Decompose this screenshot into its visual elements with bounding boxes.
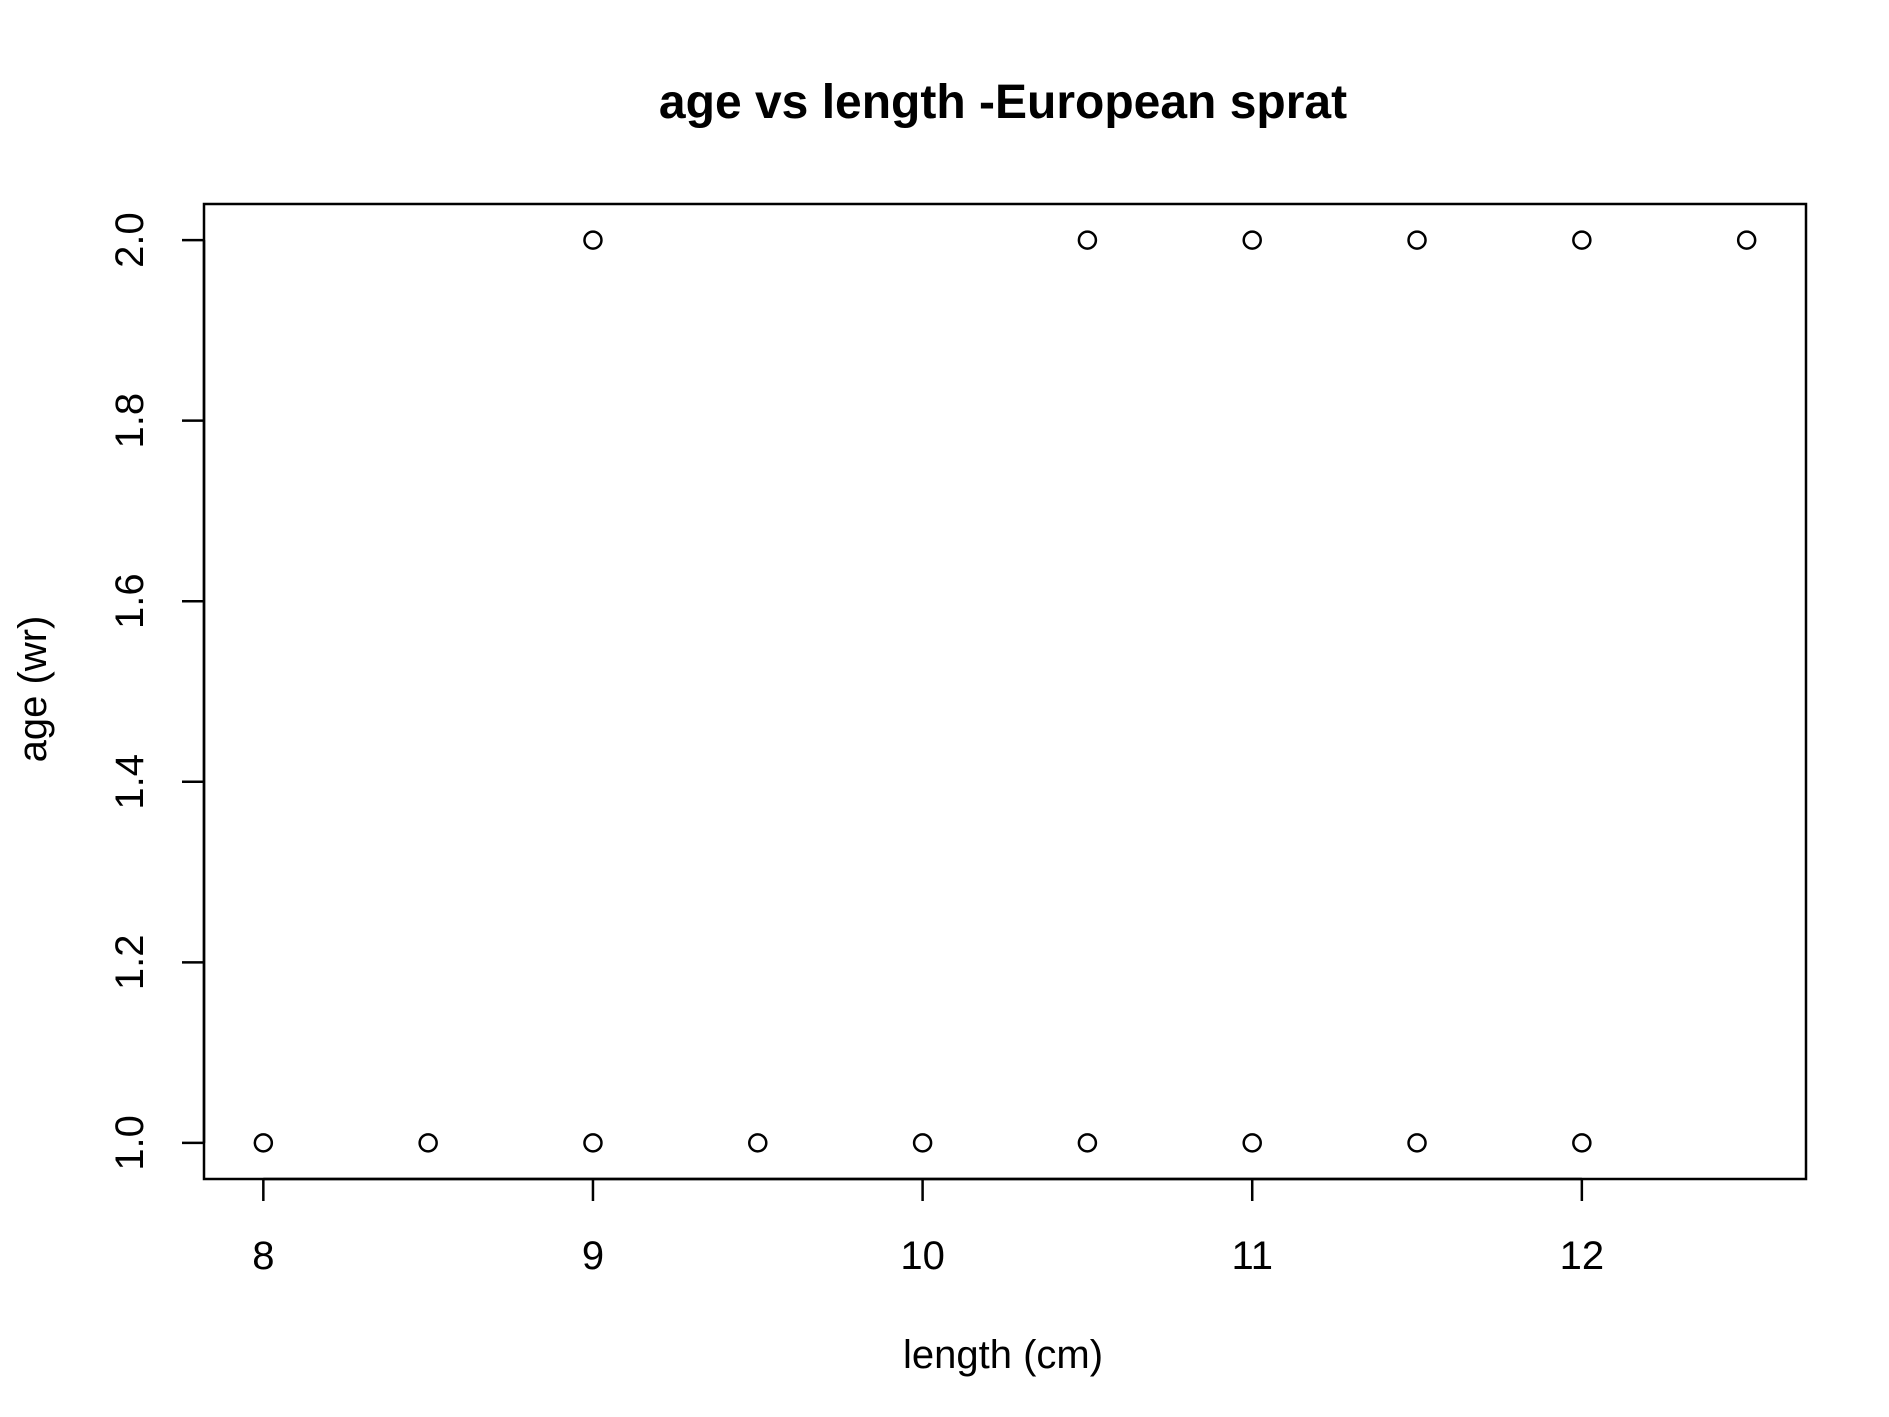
data-point bbox=[912, 1133, 933, 1153]
data-point bbox=[418, 1133, 438, 1153]
x-tick-label: 11 bbox=[1231, 1234, 1273, 1278]
data-point bbox=[1572, 230, 1592, 250]
x-axis: 8 9 10 11 12 bbox=[252, 1177, 1605, 1278]
x-tick-label: 8 bbox=[252, 1234, 274, 1278]
chart-title: age vs length -European sprat bbox=[659, 76, 1347, 129]
data-point bbox=[748, 1133, 768, 1153]
y-tick-label: 2.0 bbox=[108, 212, 152, 268]
y-tick-label: 1.2 bbox=[108, 935, 152, 991]
data-point bbox=[1077, 230, 1098, 250]
x-tick-label: 12 bbox=[1560, 1234, 1605, 1278]
x-tick-label: 10 bbox=[900, 1234, 945, 1278]
x-axis-label: length (cm) bbox=[903, 1333, 1103, 1377]
data-point bbox=[1407, 230, 1427, 250]
y-tick-label: 1.0 bbox=[108, 1115, 152, 1171]
y-tick-label: 1.6 bbox=[108, 573, 152, 629]
y-tick-label: 1.8 bbox=[108, 393, 152, 449]
data-points bbox=[253, 230, 1757, 1153]
data-point bbox=[1077, 1133, 1098, 1153]
data-point bbox=[1736, 230, 1757, 250]
data-point bbox=[1242, 1133, 1262, 1153]
y-axis-label: age (wr) bbox=[11, 616, 55, 763]
data-point bbox=[583, 1133, 603, 1153]
x-tick-label: 9 bbox=[582, 1234, 604, 1278]
data-point bbox=[1572, 1133, 1592, 1153]
data-point bbox=[1407, 1133, 1427, 1153]
y-axis: 1.0 1.2 1.4 1.6 1.8 2.0 bbox=[108, 212, 206, 1171]
data-point bbox=[253, 1133, 274, 1153]
data-point bbox=[583, 230, 603, 250]
y-tick-label: 1.4 bbox=[108, 754, 152, 810]
data-point bbox=[1242, 230, 1262, 250]
plot-frame bbox=[202, 202, 1808, 1181]
